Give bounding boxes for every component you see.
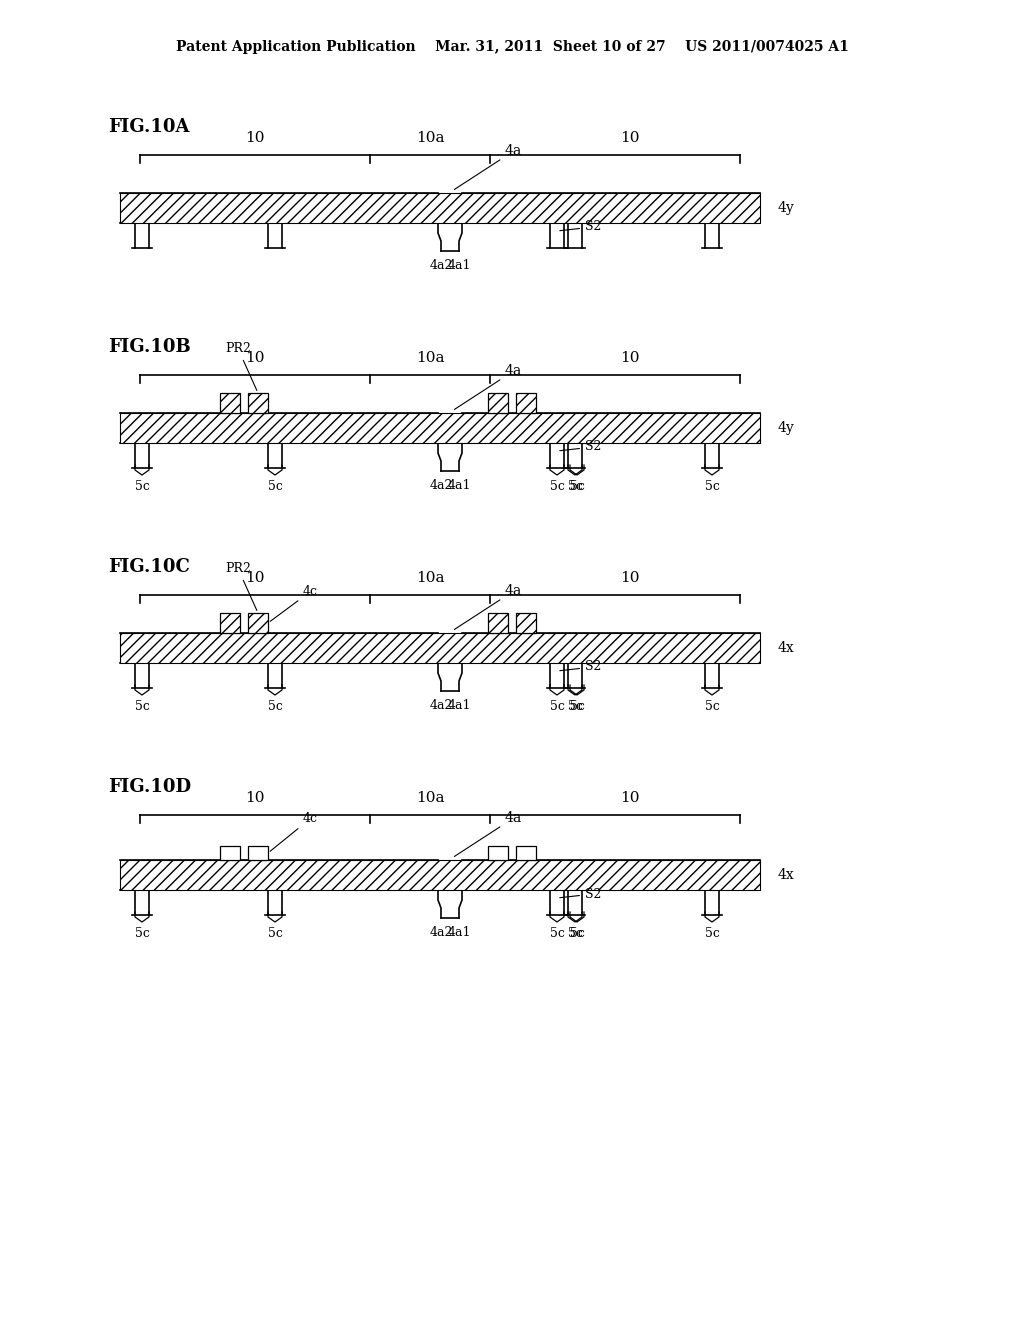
Text: 5c: 5c (267, 700, 283, 713)
Text: 10: 10 (621, 791, 640, 805)
Bar (488, 846, 508, 861)
Text: 5c: 5c (267, 480, 283, 492)
Text: 4a2: 4a2 (429, 927, 453, 939)
Text: 5c: 5c (705, 700, 720, 713)
Bar (248, 612, 268, 634)
Text: 10: 10 (621, 351, 640, 366)
Text: 4a1: 4a1 (447, 700, 471, 711)
Text: 4x: 4x (778, 642, 795, 655)
Text: 5c: 5c (550, 480, 564, 492)
Text: 10a: 10a (416, 131, 444, 145)
Text: FIG.10D: FIG.10D (108, 777, 191, 796)
Bar (120, 861, 760, 890)
Text: 4a1: 4a1 (447, 927, 471, 939)
Text: S2: S2 (560, 220, 601, 234)
Text: 4a1: 4a1 (447, 259, 471, 272)
Text: PR2: PR2 (225, 342, 257, 391)
Text: 4y: 4y (778, 421, 795, 436)
Text: 5c: 5c (705, 480, 720, 492)
Text: 5c: 5c (567, 927, 583, 940)
Text: 4c: 4c (270, 812, 318, 851)
Text: 10: 10 (246, 791, 265, 805)
Text: S2: S2 (560, 660, 601, 673)
Text: FIG.10C: FIG.10C (108, 558, 189, 576)
Text: FIG.10B: FIG.10B (108, 338, 190, 356)
Text: 4a: 4a (455, 144, 522, 190)
Bar (120, 413, 760, 444)
Text: 4a2: 4a2 (429, 700, 453, 711)
Text: 5c: 5c (705, 927, 720, 940)
Text: S2: S2 (560, 887, 601, 900)
Text: 5c: 5c (567, 480, 583, 492)
Text: 5c: 5c (550, 700, 564, 713)
Bar (516, 846, 536, 861)
Bar (488, 393, 508, 413)
Text: 10a: 10a (416, 572, 444, 585)
Text: 10: 10 (246, 351, 265, 366)
Text: 5c: 5c (569, 700, 585, 713)
Text: 10: 10 (621, 572, 640, 585)
Text: 4a1: 4a1 (447, 479, 471, 492)
Text: 5c: 5c (134, 927, 150, 940)
Text: 4y: 4y (778, 201, 795, 215)
Text: PR2: PR2 (225, 562, 257, 610)
Bar (120, 193, 760, 223)
Bar (248, 846, 268, 861)
Text: 10: 10 (621, 131, 640, 145)
Polygon shape (432, 191, 468, 224)
Bar (120, 634, 760, 663)
Text: 5c: 5c (134, 700, 150, 713)
Bar (248, 393, 268, 413)
Polygon shape (432, 858, 468, 892)
Text: 10: 10 (246, 572, 265, 585)
Text: 5c: 5c (569, 927, 585, 940)
Bar (488, 612, 508, 634)
Text: 10a: 10a (416, 791, 444, 805)
Text: 5c: 5c (267, 927, 283, 940)
Text: 4c: 4c (270, 585, 318, 622)
Text: 4x: 4x (778, 869, 795, 882)
Text: 4a2: 4a2 (429, 259, 453, 272)
Bar (516, 393, 536, 413)
Bar (516, 612, 536, 634)
Text: 5c: 5c (567, 700, 583, 713)
Text: 10a: 10a (416, 351, 444, 366)
Polygon shape (432, 631, 468, 665)
Text: 4a: 4a (455, 810, 522, 857)
Bar (220, 846, 240, 861)
Text: 5c: 5c (569, 480, 585, 492)
Bar (220, 612, 240, 634)
Text: 10: 10 (246, 131, 265, 145)
Text: S2: S2 (560, 441, 601, 454)
Bar (220, 393, 240, 413)
Text: 5c: 5c (550, 927, 564, 940)
Text: Patent Application Publication    Mar. 31, 2011  Sheet 10 of 27    US 2011/00740: Patent Application Publication Mar. 31, … (175, 40, 849, 54)
Polygon shape (432, 411, 468, 445)
Text: 5c: 5c (134, 480, 150, 492)
Text: FIG.10A: FIG.10A (108, 117, 189, 136)
Text: 4a: 4a (455, 583, 522, 630)
Text: 4a2: 4a2 (429, 479, 453, 492)
Text: 4a: 4a (455, 364, 522, 409)
